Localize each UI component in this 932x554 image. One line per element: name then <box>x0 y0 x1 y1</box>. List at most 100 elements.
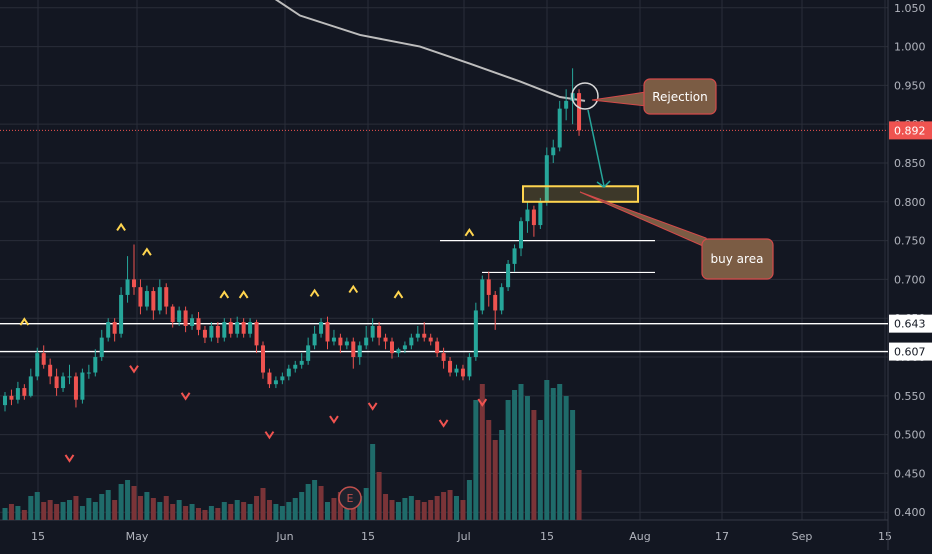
candle-body <box>112 322 117 334</box>
volume-bar <box>221 502 227 520</box>
candle-body <box>80 372 85 400</box>
moving-average-line <box>274 0 586 102</box>
candle-body <box>106 322 111 338</box>
candle-body <box>248 322 253 334</box>
candle-body <box>364 337 369 346</box>
rejection-callout-label: Rejection <box>652 90 707 104</box>
volume-bar <box>531 410 537 520</box>
candle-body <box>564 100 569 109</box>
volume-bar <box>563 396 569 520</box>
candle-body <box>9 395 14 400</box>
candle-body <box>170 306 175 323</box>
volume-bar <box>67 500 72 520</box>
candle-body <box>3 395 7 406</box>
x-tick-label: 15 <box>361 530 375 543</box>
buy-signal-marker <box>348 284 359 294</box>
buy-signal-marker <box>142 247 152 256</box>
candle-body <box>551 147 556 156</box>
volume-bar <box>499 430 505 520</box>
volume-bar <box>389 500 395 520</box>
volume-bar <box>163 496 169 520</box>
volume-bar <box>60 502 66 520</box>
candle-body <box>202 329 207 338</box>
volume-bar <box>144 492 150 520</box>
volume-bar <box>576 470 582 520</box>
candle-body <box>344 341 349 346</box>
volume-bar <box>260 488 266 520</box>
candle-body <box>306 345 311 361</box>
candle-body <box>48 364 53 377</box>
volume-bar <box>512 390 518 520</box>
x-tick-label: May <box>126 530 149 543</box>
candle-body <box>267 372 272 385</box>
candle-body <box>486 279 491 295</box>
projection-arrowhead <box>596 180 611 188</box>
buy-signal-marker <box>238 290 249 299</box>
last-price-label: 0.892 <box>894 124 926 137</box>
volume-bar <box>434 496 440 520</box>
candle-body <box>544 155 549 202</box>
candle-body <box>15 388 20 400</box>
volume-bar <box>415 500 421 520</box>
candle-body <box>286 368 291 377</box>
earnings-event-icon <box>338 486 362 510</box>
candle-body <box>132 279 136 288</box>
candle-body <box>460 368 465 377</box>
support-price-label: 0.643 <box>894 318 926 331</box>
volume-bar <box>357 496 363 520</box>
volume-bar <box>2 508 8 520</box>
volume-bar <box>254 496 260 520</box>
y-tick-label: 1.050 <box>894 2 926 15</box>
sell-signal-marker <box>180 392 191 401</box>
candle-body <box>454 368 459 373</box>
volume-bar <box>312 480 318 520</box>
candle-body <box>473 310 478 358</box>
volume-bar <box>376 472 382 520</box>
candle-body <box>441 353 446 361</box>
candle-body <box>73 376 78 400</box>
x-tick-label: Jun <box>275 530 293 543</box>
volume-bar <box>570 410 576 520</box>
candle-body <box>54 376 59 389</box>
y-tick-label: 0.500 <box>894 429 926 442</box>
y-tick-label: 0.400 <box>894 506 926 519</box>
candle-body <box>519 221 523 249</box>
candle-body <box>396 349 401 354</box>
volume-bar <box>15 506 21 520</box>
volume-bar <box>105 490 111 520</box>
volume-bar <box>318 486 324 520</box>
candle-body <box>448 360 453 373</box>
x-tick-label: 15 <box>540 530 554 543</box>
candle-body <box>261 345 265 373</box>
sell-signal-marker <box>367 402 378 411</box>
volume-bar <box>486 420 492 520</box>
candle-body <box>331 337 336 342</box>
volume-bar <box>208 506 214 520</box>
candle-body <box>377 325 382 338</box>
candle-body <box>512 248 517 264</box>
volume-bar <box>492 440 498 520</box>
candle-body <box>99 337 104 358</box>
volume-bar <box>421 502 427 520</box>
volume-bar <box>92 502 98 520</box>
candle-body <box>209 325 214 338</box>
candle-body <box>144 291 149 307</box>
volume-bar <box>279 506 285 520</box>
candle-body <box>402 345 407 350</box>
volume-bar <box>286 502 292 520</box>
candle-body <box>435 341 440 354</box>
volume-bar <box>54 504 60 520</box>
volume-bar <box>99 494 105 520</box>
candle-body <box>493 294 498 311</box>
volume-bar <box>21 510 27 520</box>
buy-signal-marker <box>19 317 30 326</box>
volume-bar <box>363 488 369 520</box>
candle-body <box>138 287 143 307</box>
volume-bar <box>125 480 131 520</box>
volume-bar <box>479 384 485 520</box>
buy-area-callout-label: buy area <box>711 252 764 266</box>
sell-signal-marker <box>329 415 339 424</box>
volume-bar <box>131 486 137 520</box>
